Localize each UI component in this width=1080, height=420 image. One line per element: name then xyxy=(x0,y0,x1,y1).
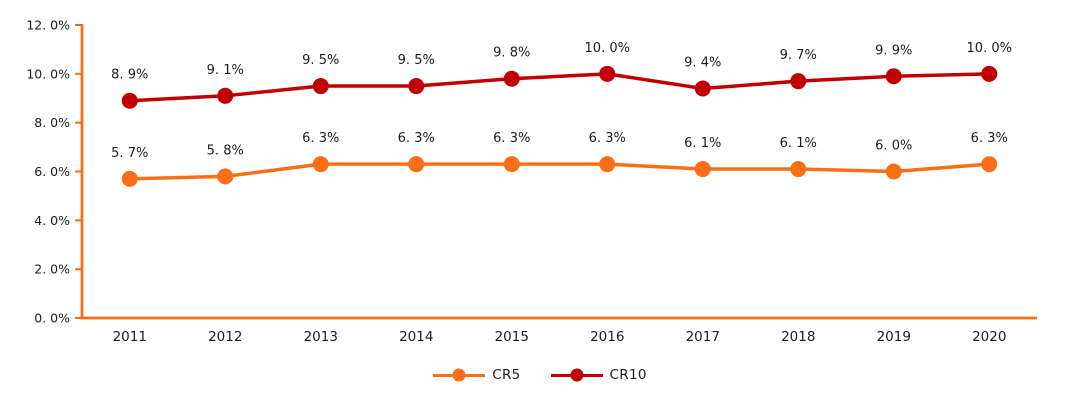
cr10-data-label: 9. 1% xyxy=(207,63,244,78)
cr10-data-label: 9. 7% xyxy=(780,48,817,63)
cr5-series-line xyxy=(129,162,990,181)
cr10-data-label: 10. 0% xyxy=(585,41,630,56)
x-tick-label: 2019 xyxy=(877,329,911,345)
cr5-legend-dot xyxy=(452,368,466,382)
cr10-data-point xyxy=(790,73,807,90)
legend: CR5 CR10 xyxy=(0,362,1080,388)
x-tick-label: 2018 xyxy=(781,329,815,345)
cr5-data-label: 6. 3% xyxy=(589,131,626,146)
cr10-data-point xyxy=(121,92,138,109)
cr10-data-point xyxy=(885,68,902,85)
cr5-data-label: 5. 8% xyxy=(207,143,244,158)
cr10-data-point xyxy=(312,78,329,95)
cr10-data-point xyxy=(981,65,998,82)
legend-item-cr5: CR5 xyxy=(433,367,520,383)
cr10-data-label: 9. 9% xyxy=(875,43,912,58)
y-tick-label: 2. 0% xyxy=(34,262,70,277)
cr5-data-point xyxy=(790,161,807,178)
x-tick-label: 2012 xyxy=(208,329,242,345)
cr10-data-point xyxy=(503,70,520,87)
legend-item-cr10: CR10 xyxy=(550,367,647,383)
cr5-data-label: 6. 3% xyxy=(971,131,1008,146)
cr5-data-label: 6. 1% xyxy=(780,136,817,151)
cr10-legend-line-marker xyxy=(550,368,603,382)
cr10-data-label: 9. 8% xyxy=(493,46,530,61)
x-tick-label: 2017 xyxy=(686,329,720,345)
x-tick-label: 2015 xyxy=(495,329,529,345)
cr10-data-label: 9. 5% xyxy=(398,53,435,68)
cr5-data-point xyxy=(981,156,998,173)
cr5-data-point xyxy=(885,163,902,180)
cr10-data-point xyxy=(694,80,711,97)
cr10-data-point xyxy=(599,65,616,82)
x-tick-label: 2011 xyxy=(113,329,147,345)
x-tick-label: 2013 xyxy=(304,329,338,345)
cr5-legend-label: CR5 xyxy=(492,367,521,383)
y-tick-label: 6. 0% xyxy=(34,164,70,179)
y-tick-label: 8. 0% xyxy=(34,115,70,130)
cr10-data-label: 10. 0% xyxy=(967,41,1012,56)
x-tick-label: 2016 xyxy=(590,329,624,345)
cr5-data-point xyxy=(408,156,425,173)
cr5-data-point xyxy=(217,168,234,185)
cr5-data-point xyxy=(599,156,616,173)
cr5-data-label: 6. 3% xyxy=(398,131,435,146)
cr5-data-label: 5. 7% xyxy=(111,146,148,161)
cr5-data-label: 6. 0% xyxy=(875,139,912,154)
cr5-data-point xyxy=(694,161,711,178)
cr5-data-point xyxy=(503,156,520,173)
cr5-data-label: 6. 3% xyxy=(493,131,530,146)
x-tick-label: 2020 xyxy=(972,329,1006,345)
cr10-data-point xyxy=(408,78,425,95)
cr10-data-label: 9. 4% xyxy=(684,55,721,70)
cr10-data-point xyxy=(217,87,234,104)
cr10-legend-label: CR10 xyxy=(609,367,647,383)
cr10-legend-dot xyxy=(570,368,584,382)
cr10-series-line xyxy=(129,72,990,103)
cr10-data-label: 8. 9% xyxy=(111,68,148,83)
y-tick-label: 12. 0% xyxy=(26,18,70,33)
y-tick-label: 4. 0% xyxy=(34,213,70,228)
cr10-data-label: 9. 5% xyxy=(302,53,339,68)
cr5-data-label: 6. 3% xyxy=(302,131,339,146)
y-tick-label: 0. 0% xyxy=(34,311,70,326)
cr5-data-label: 6. 1% xyxy=(684,136,721,151)
x-tick-label: 2014 xyxy=(399,329,433,345)
cr5-data-point xyxy=(121,170,138,187)
cr5-legend-line-marker xyxy=(433,368,486,382)
y-tick-label: 10. 0% xyxy=(26,66,70,81)
cr5-data-point xyxy=(312,156,329,173)
